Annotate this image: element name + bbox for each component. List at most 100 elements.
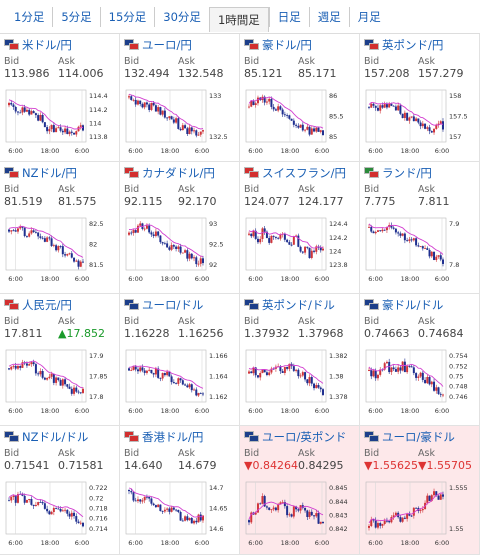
- pair-name-link[interactable]: ランド/円: [382, 166, 432, 180]
- bid-label: Bid: [124, 184, 140, 195]
- candle-body: [252, 100, 255, 105]
- pair-name-link[interactable]: ユーロ/英ポンド: [262, 430, 347, 444]
- currency-card-8[interactable]: 人民元/円 Bid Ask 17.811 ▲17.852 6:00 18:00 6:00 17.…: [0, 294, 120, 426]
- tab-timeframe-4[interactable]: 1時間足: [208, 7, 269, 32]
- bid-value: 124.077: [244, 195, 298, 209]
- candle-body: [61, 246, 64, 255]
- candle-body: [130, 232, 133, 234]
- currency-card-9[interactable]: ユーロ/ドル Bid Ask 1.16228 1.16256 6:00 18:00 6:00 1…: [120, 294, 240, 426]
- price-chart[interactable]: 6:00 18:00 6:00 93 92.5 92: [124, 212, 236, 284]
- price-chart[interactable]: 6:00 18:00 6:00 7.9 7.8: [364, 212, 476, 284]
- candle-body: [435, 124, 438, 129]
- currency-card-15[interactable]: ユーロ/豪ドル Bid Ask ▼1.55625 ▼1.55705 6:00 18:00 6:…: [360, 426, 480, 555]
- pair-name-link[interactable]: スイスフラン/円: [262, 166, 347, 180]
- candle-body: [139, 223, 142, 226]
- pair-name-link[interactable]: ユーロ/豪ドル: [382, 430, 455, 444]
- price-chart[interactable]: 6:00 18:00 6:00 17.9 17.85 17.8: [4, 344, 116, 416]
- candle-body: [399, 367, 402, 371]
- candle-body: [279, 366, 282, 372]
- ask-value: 92.170: [178, 195, 232, 209]
- tab-timeframe-3[interactable]: 30分足: [154, 6, 209, 27]
- pair-name-link[interactable]: 米ドル/円: [22, 38, 72, 52]
- candle-body: [61, 510, 64, 512]
- candle-body: [437, 387, 440, 394]
- candle-body: [59, 380, 62, 386]
- tab-timeframe-6[interactable]: 週足: [308, 6, 349, 27]
- pair-name-link[interactable]: 香港ドル/円: [142, 430, 204, 444]
- chart-frame: [365, 217, 447, 271]
- pair-name-link[interactable]: NZドル/ドル: [22, 430, 89, 444]
- currency-card-1[interactable]: ユーロ/円 Bid Ask 132.494 132.548 6:00 18:00 6:00 13…: [120, 34, 240, 162]
- bid-price: 132.494: [124, 67, 170, 80]
- candle-body: [68, 253, 71, 255]
- candle-body: [376, 107, 379, 111]
- price-chart[interactable]: 6:00 18:00 6:00 124.4 124.2 124 123.8: [244, 212, 356, 284]
- pair-name-link[interactable]: ユーロ/ドル: [142, 298, 204, 312]
- candle-body: [34, 504, 37, 507]
- currency-card-0[interactable]: 米ドル/円 Bid Ask 113.986 114.006 6:00 18:00 6:00 11…: [0, 34, 120, 162]
- pair-name-link[interactable]: 豪ドル/円: [262, 38, 312, 52]
- currency-card-3[interactable]: 英ポンド/円 Bid Ask 157.208 157.279 6:00 18:00 6:00 1…: [360, 34, 480, 162]
- candle-body: [390, 367, 393, 373]
- currency-card-7[interactable]: ランド/円 Bid Ask 7.775 7.811 6:00 18:00 6:00 7.9 7.8: [360, 162, 480, 294]
- currency-grid: 米ドル/円 Bid Ask 113.986 114.006 6:00 18:00 6:00 11…: [0, 34, 480, 555]
- currency-card-11[interactable]: 豪ドル/ドル Bid Ask 0.74663 0.74684 6:00 18:00 6:00 0…: [360, 294, 480, 426]
- price-chart[interactable]: 6:00 18:00 6:00 0.845 0.844 0.843 0.842: [244, 476, 356, 548]
- candle-body: [143, 102, 146, 108]
- y-tick-label: 0.722: [89, 484, 108, 492]
- currency-card-6[interactable]: スイスフラン/円 Bid Ask 124.077 124.177 6:00 18:00 6:0…: [240, 162, 360, 294]
- ask-value: 1.16256: [178, 327, 232, 341]
- price-chart[interactable]: 6:00 18:00 6:00 133 132.5: [124, 84, 236, 156]
- price-chart[interactable]: 6:00 18:00 6:00 1.382 1.38 1.378: [244, 344, 356, 416]
- currency-card-13[interactable]: 香港ドル/円 Bid Ask 14.640 14.679 6:00 18:00 6:00 14.…: [120, 426, 240, 555]
- price-chart[interactable]: 6:00 18:00 6:00 158 157.5 157: [364, 84, 476, 156]
- x-tick-label: 18:00: [401, 147, 420, 155]
- currency-card-5[interactable]: カナダドル/円 Bid Ask 92.115 92.170 6:00 18:00 6:00 93…: [120, 162, 240, 294]
- tab-timeframe-2[interactable]: 15分足: [99, 6, 155, 27]
- candle-body: [193, 520, 196, 524]
- tab-timeframe-5[interactable]: 日足: [268, 6, 309, 27]
- candle-body: [397, 367, 400, 372]
- pair-name-link[interactable]: 豪ドル/ドル: [382, 298, 444, 312]
- y-tick-label: 82.5: [89, 220, 103, 228]
- bid-label: Bid: [4, 56, 20, 67]
- ask-value: 0.71581: [58, 459, 112, 473]
- bid-ask-values: 81.519 81.575: [4, 195, 115, 209]
- candle-body: [188, 384, 191, 388]
- currency-card-14[interactable]: ユーロ/英ポンド Bid Ask ▼0.84264 0.84295 6:00 18:00 6:…: [240, 426, 360, 555]
- y-tick-label: 86: [329, 92, 337, 100]
- currency-card-12[interactable]: NZドル/ドル Bid Ask 0.71541 0.71581 6:00 18:00 6:00…: [0, 426, 120, 555]
- candle-body: [388, 103, 391, 108]
- price-chart[interactable]: 6:00 18:00 6:00 82.5 82 81.5: [4, 212, 116, 284]
- candle-body: [268, 98, 271, 102]
- candle-body: [134, 366, 137, 370]
- price-chart[interactable]: 6:00 18:00 6:00 1.555 1.55: [364, 476, 476, 548]
- price-chart[interactable]: 6:00 18:00 6:00 114.4 114.2 114 113.8: [4, 84, 116, 156]
- currency-card-2[interactable]: 豪ドル/円 Bid Ask 85.121 85.171 6:00 18:00 6:00 86 85…: [240, 34, 360, 162]
- bid-ask-labels: Bid Ask: [124, 184, 235, 195]
- candle-body: [177, 378, 180, 384]
- pair-name-link[interactable]: カナダドル/円: [142, 166, 215, 180]
- candle-body: [166, 508, 169, 510]
- pair-name-link[interactable]: 人民元/円: [22, 298, 72, 312]
- pair-name-link[interactable]: 英ポンド/円: [382, 38, 444, 52]
- y-tick-label: 17.8: [89, 393, 103, 401]
- candle-body: [132, 230, 135, 233]
- candle-body: [254, 512, 257, 515]
- tab-timeframe-1[interactable]: 5分足: [52, 6, 99, 27]
- currency-card-4[interactable]: NZドル/円 Bid Ask 81.519 81.575 6:00 18:00 6:00 82.…: [0, 162, 120, 294]
- tab-timeframe-7[interactable]: 月足: [348, 6, 389, 27]
- price-chart[interactable]: 6:00 18:00 6:00 14.7 14.65 14.6: [124, 476, 236, 548]
- pair-name-link[interactable]: NZドル/円: [22, 166, 77, 180]
- price-chart[interactable]: 6:00 18:00 6:00 1.166 1.164 1.162: [124, 344, 236, 416]
- price-chart[interactable]: 6:00 18:00 6:00 0.722 0.72 0.718 0.716 0.714: [4, 476, 116, 548]
- candle-body: [392, 105, 395, 107]
- tab-timeframe-0[interactable]: 1分足: [14, 9, 45, 24]
- currency-card-10[interactable]: 英ポンド/ドル Bid Ask 1.37932 1.37968 6:00 18:00 6:00…: [240, 294, 360, 426]
- pair-name-link[interactable]: ユーロ/円: [142, 38, 192, 52]
- pair-name-link[interactable]: 英ポンド/ドル: [262, 298, 335, 312]
- price-chart[interactable]: 6:00 18:00 6:00 0.754 0.752 0.75 0.748 0.746: [364, 344, 476, 416]
- candle-body: [310, 128, 313, 135]
- bid-price: 0.84264: [252, 459, 298, 472]
- price-chart[interactable]: 6:00 18:00 6:00 86 85.5 85: [244, 84, 356, 156]
